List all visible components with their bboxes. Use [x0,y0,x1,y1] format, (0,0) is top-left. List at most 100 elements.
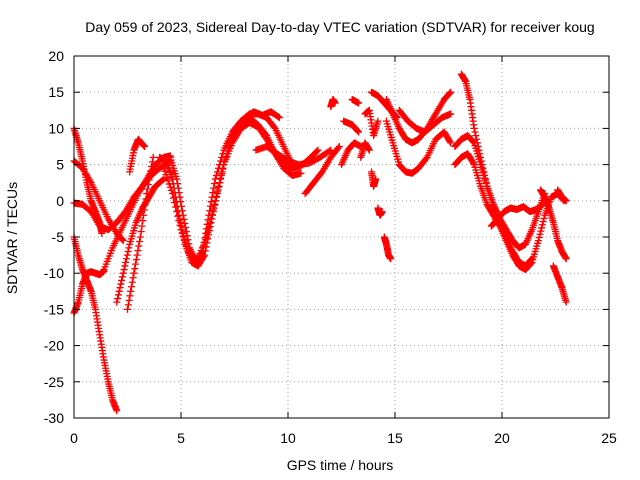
data-point [355,99,363,107]
data-point [206,219,214,227]
data-point [222,153,230,161]
data-point [223,150,231,158]
series-arc-22 [357,139,373,161]
series-arc-35 [554,186,570,205]
data-point [118,276,126,284]
series-arc-23 [367,168,380,190]
data-point [137,228,145,236]
data-point [297,169,305,177]
data-point [209,189,217,197]
data-point [217,174,225,182]
data-point [212,192,220,200]
series-arc-9 [126,135,149,176]
data-point [216,179,224,187]
data-point [446,89,454,97]
data-point [118,273,126,281]
data-point [218,170,226,178]
data-point [422,155,430,163]
data-point [138,222,146,230]
data-point [205,224,213,232]
data-point [211,197,219,205]
data-point [274,113,282,121]
data-point [227,135,235,143]
y-tick-label: -10 [44,265,64,281]
axis-ticks [73,55,610,419]
data-point [446,138,454,146]
data-point [183,245,191,253]
data-point [469,138,477,146]
data-point [313,147,321,155]
data-point [149,153,157,161]
data-point [146,171,154,179]
data-point [536,230,544,238]
data-point [469,159,477,167]
data-point [314,146,322,154]
data-point [210,201,218,209]
data-point [372,175,380,183]
series-arc-17 [338,139,365,169]
data-point [270,123,278,131]
data-point [562,197,570,205]
data-point [140,142,148,150]
y-tick-label: -25 [44,374,64,390]
data-point [126,292,134,300]
data-point [539,218,547,226]
data-point [208,210,216,218]
data-point [124,247,132,255]
data-point [159,176,167,184]
data-point [160,164,168,172]
data-point [132,260,140,268]
data-point [122,255,130,263]
series-arc-34 [549,262,570,306]
data-point [114,295,122,303]
data-point [130,269,138,277]
data-point [447,110,455,118]
data-point [374,117,382,125]
data-point [207,215,215,223]
series-arc-13 [233,108,283,140]
data-point [378,208,386,216]
series-arc-24 [374,204,386,219]
chart-title: Day 059 of 2023, Sidereal Day-to-day VTE… [85,19,594,35]
data-point [145,176,153,184]
data-point [179,232,187,240]
data-point [495,221,503,229]
data-point [225,143,233,150]
data-point [181,238,189,246]
data-point [203,233,211,241]
tick-labels: 0 5 10 15 20 25 -30 -25 -20 -15 -10 -5 0 5 10 15 20 [44,48,617,446]
data-point [201,251,209,259]
data-point [219,165,227,173]
data-point [325,147,333,155]
data-point [164,177,172,185]
series-arc-32 [487,200,547,230]
data-point [355,128,363,136]
data-point [135,242,143,250]
y-tick-label: -30 [44,410,64,426]
data-point [207,198,215,206]
data-point [144,185,152,193]
x-tick-label: 5 [177,430,185,446]
data-point [537,227,545,235]
data-point [168,175,176,183]
data-point [116,284,124,292]
data-point [206,202,214,210]
y-axis-label: SDTVAR / TECUs [4,182,20,294]
series-arc-2 [70,267,108,317]
series-arc-31 [451,150,568,274]
data-point [162,171,170,179]
data-point [174,212,182,220]
data-point [143,190,151,198]
data-point [535,233,543,241]
series-arc-29 [457,70,536,270]
data-point [136,233,144,241]
y-tick-label: -15 [44,301,64,317]
data-point [148,162,156,170]
x-tick-label: 20 [494,430,510,446]
data-point [163,174,171,182]
y-tick-label: 5 [56,157,64,173]
data-point [141,200,149,208]
data-point [226,139,234,147]
data-point [447,139,455,147]
